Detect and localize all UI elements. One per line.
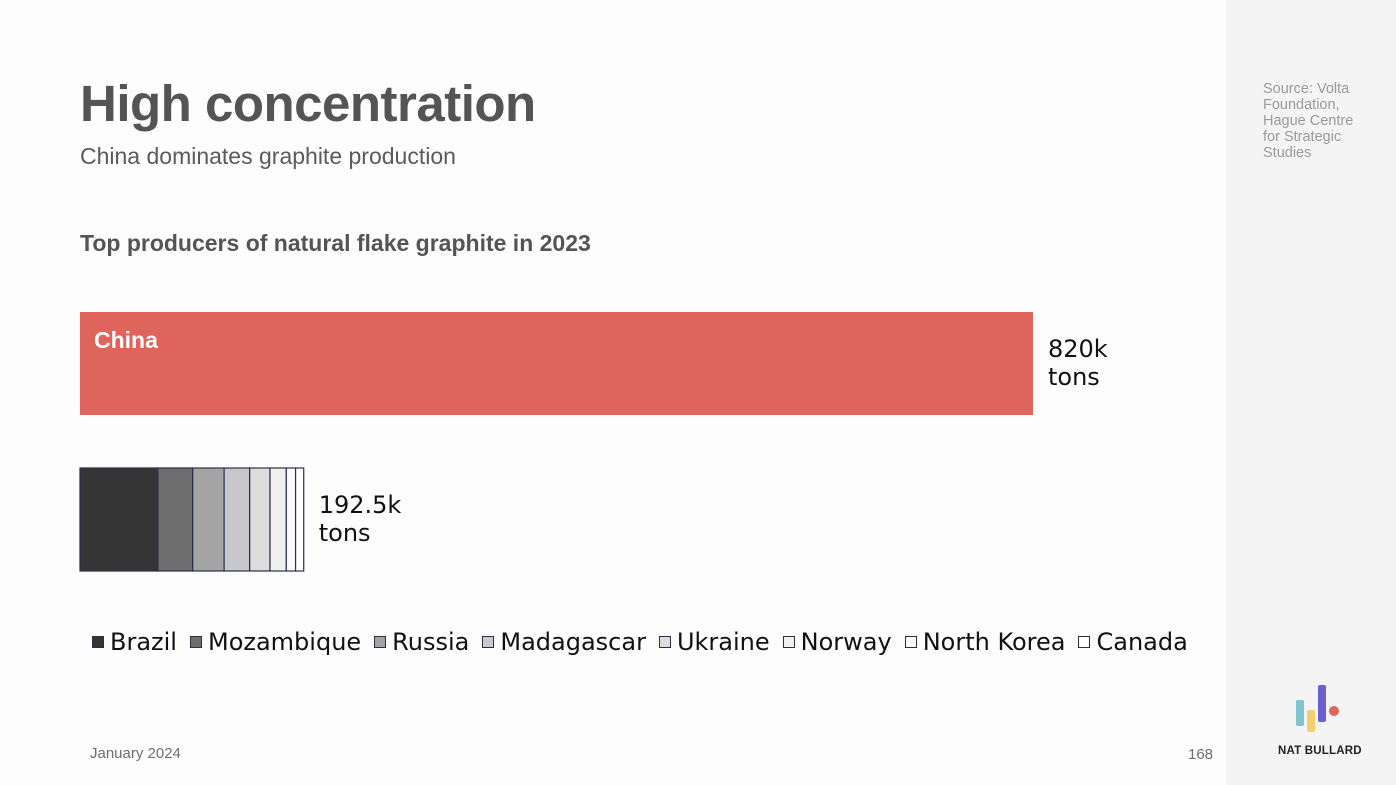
bar-segment-russia xyxy=(192,467,225,572)
bar-segment-canada xyxy=(294,467,305,572)
bar-label: China xyxy=(94,327,158,353)
legend-label: Madagascar xyxy=(500,628,646,656)
legend-item-ukraine: Ukraine xyxy=(658,628,770,656)
bar-segment-ukraine xyxy=(249,467,271,572)
legend-item-brazil: Brazil xyxy=(92,628,177,656)
bar-unit-label: tons xyxy=(319,519,371,547)
legend-swatch xyxy=(189,636,202,648)
bar-segment-mozambique xyxy=(157,467,194,572)
legend-label: Ukraine xyxy=(676,628,770,656)
brand-name: NAT BULLARD xyxy=(1278,745,1362,757)
bar-segment-north-korea xyxy=(285,467,297,572)
bar-chart-logo-icon xyxy=(1296,685,1339,732)
bar-total-label: 820k xyxy=(1048,335,1108,363)
bar-segment-norway xyxy=(269,467,287,572)
page-number: 168 xyxy=(1188,746,1214,763)
source-note: Source: Volta Foundation, Hague Centre f… xyxy=(1263,81,1354,161)
logo-bar-purple xyxy=(1318,685,1326,722)
legend-item-russia: Russia xyxy=(374,628,469,656)
chart-title: Top producers of natural flake graphite … xyxy=(80,230,591,256)
legend-swatch xyxy=(782,636,795,648)
sidebar xyxy=(1226,0,1396,785)
legend-label: North Korea xyxy=(922,628,1066,656)
slide-main: High concentration China dominates graph… xyxy=(79,75,1214,763)
legend-swatch xyxy=(374,636,387,648)
legend-label: Russia xyxy=(392,628,470,656)
footer-date: January 2024 xyxy=(90,745,181,762)
legend-item-mozambique: Mozambique xyxy=(189,628,362,656)
legend-item-canada: Canada xyxy=(1078,628,1188,656)
bar-segment-china xyxy=(80,312,1033,415)
legend-swatch xyxy=(904,636,917,648)
legend-swatch xyxy=(92,636,104,648)
legend-label: Brazil xyxy=(110,628,177,656)
legend-item-madagascar: Madagascar xyxy=(482,628,646,656)
bar-unit-label: tons xyxy=(1048,363,1100,391)
bar-total-label: 192.5k xyxy=(319,491,402,519)
legend-swatch xyxy=(1078,636,1091,648)
logo-bar-teal xyxy=(1296,700,1304,726)
legend-swatch xyxy=(658,636,671,648)
bar-segment-brazil xyxy=(79,467,159,572)
legend-item-north-korea: North Korea xyxy=(904,628,1066,656)
logo-bar-yellow xyxy=(1307,710,1315,732)
page-subtitle: China dominates graphite production xyxy=(80,143,456,169)
legend-swatch xyxy=(482,636,495,648)
chart-legend: Brazil Mozambique Russia Madagascar Ukraine N… xyxy=(92,628,1201,656)
bar-segment-madagascar xyxy=(223,467,251,572)
legend-label: Norway xyxy=(800,628,892,656)
legend-label: Canada xyxy=(1096,628,1188,656)
page-title: High concentration xyxy=(80,75,536,132)
logo-dot-red xyxy=(1329,706,1339,716)
legend-label: Mozambique xyxy=(207,628,362,656)
legend-item-norway: Norway xyxy=(782,628,892,656)
